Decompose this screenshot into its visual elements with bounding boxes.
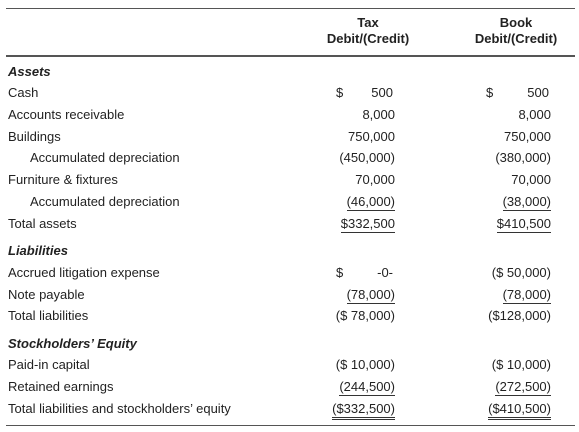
tax-dollar: $ (336, 265, 344, 280)
tax-value: 750,000 (348, 129, 395, 144)
tax-value: (244,500) (339, 379, 395, 396)
section-heading: Assets (8, 64, 51, 79)
tax-value: (450,000) (339, 150, 395, 165)
book-header-2: Debit/(Credit) (474, 31, 558, 46)
book-value: 70,000 (511, 172, 551, 187)
tax-value: ($ 10,000) (335, 357, 395, 372)
book-value: (38,000) (502, 194, 551, 211)
book-value: 500 (527, 85, 549, 100)
tax-value: -0- (377, 265, 393, 280)
row-label: Accumulated depreciation (30, 150, 180, 165)
book-value: $410,500 (496, 216, 551, 233)
tax-header-1: Tax (357, 15, 379, 30)
book-value: ($ 10,000) (491, 357, 551, 372)
tax-dollar: $ (336, 85, 344, 100)
row-label: Paid-in capital (8, 357, 90, 372)
book-value: 8,000 (518, 107, 551, 122)
tax-value: (78,000) (346, 287, 395, 304)
row-label: Cash (8, 85, 39, 100)
row-label: Total liabilities (8, 308, 89, 323)
row-label: Accounts receivable (8, 107, 125, 122)
tax-header-2: Debit/(Credit) (326, 31, 410, 46)
book-value: (78,000) (502, 287, 551, 304)
row-label: Furniture & fixtures (8, 172, 118, 187)
book-value: ($128,000) (488, 308, 551, 323)
tax-value: 500 (371, 85, 393, 100)
row-label: Accumulated depreciation (30, 194, 180, 209)
book-value: (272,500) (495, 379, 551, 396)
section-heading: Stockholders’ Equity (8, 336, 137, 351)
row-label: Buildings (8, 129, 61, 144)
book-value: (380,000) (495, 150, 551, 165)
tax-value: ($332,500) (332, 401, 395, 420)
tax-header: Tax Debit/(Credit) (298, 15, 438, 47)
book-header: Book Debit/(Credit) (446, 15, 579, 47)
book-value: 750,000 (504, 129, 551, 144)
book-header-1: Book (499, 15, 533, 30)
row-label: Total assets (8, 216, 77, 231)
bottom-rule (6, 425, 575, 426)
header-rule (6, 55, 575, 57)
row-label: Note payable (8, 287, 85, 302)
row-label: Total liabilities and stockholders’ equi… (8, 401, 231, 416)
row-label: Accrued litigation expense (8, 265, 160, 280)
book-dollar: $ (486, 85, 494, 100)
row-label: Retained earnings (8, 379, 114, 394)
tax-value: (46,000) (346, 194, 395, 211)
section-heading: Liabilities (8, 243, 68, 258)
tax-value: 8,000 (362, 107, 395, 122)
top-rule (6, 8, 575, 9)
tax-value: $332,500 (340, 216, 395, 233)
book-value: ($ 50,000) (491, 265, 551, 280)
tax-value: 70,000 (355, 172, 395, 187)
tax-value: ($ 78,000) (335, 308, 395, 323)
book-value: ($410,500) (488, 401, 551, 420)
